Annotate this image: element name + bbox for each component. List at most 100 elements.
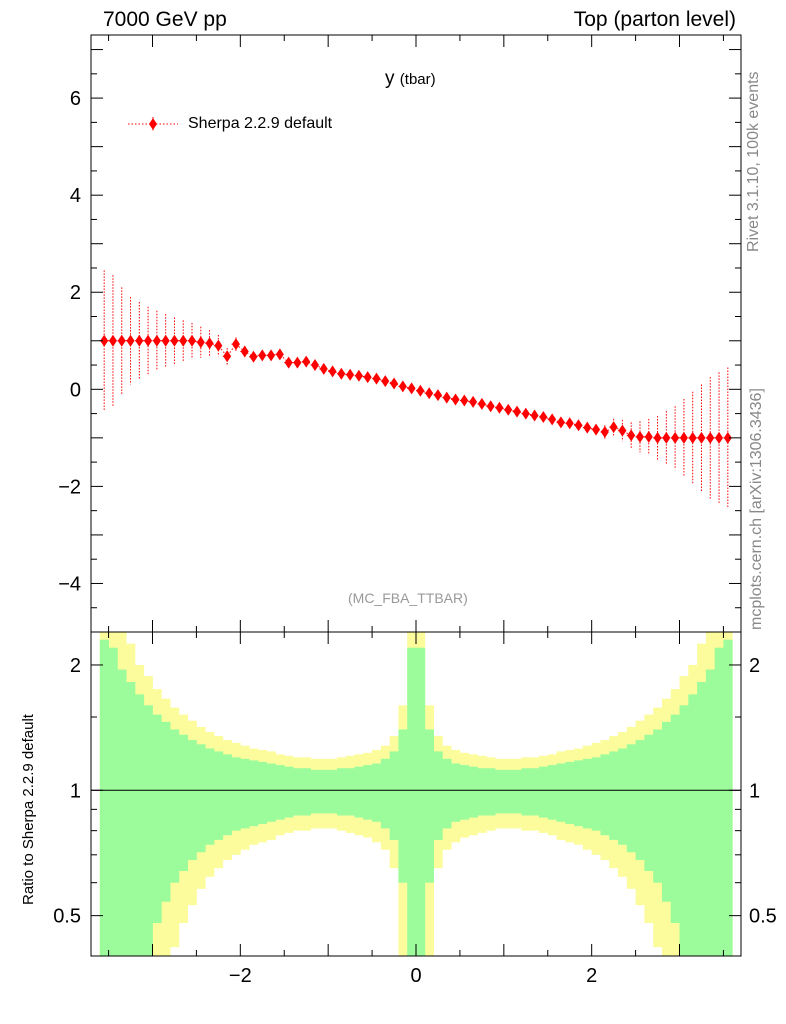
data-point [469, 395, 478, 408]
ratio-inner-band-bin [407, 647, 417, 956]
data-point [337, 367, 346, 380]
main-y-tick-label: 6 [70, 88, 81, 110]
x-tick-label: −2 [229, 965, 252, 987]
data-point [328, 365, 337, 378]
data-point [302, 355, 311, 368]
data-point [284, 356, 293, 369]
data-point [539, 410, 548, 423]
ratio-inner-band-bin [653, 729, 663, 883]
ratio-inner-band-bin [398, 729, 408, 883]
ratio-inner-band-bin [565, 761, 575, 825]
ratio-inner-band-bin [495, 769, 505, 814]
ratio-inner-band-bin [424, 729, 434, 883]
data-point [161, 334, 170, 347]
ratio-inner-band-bin [442, 758, 452, 829]
data-point [635, 430, 644, 443]
data-point [565, 417, 574, 430]
ratio-inner-band-bin [354, 766, 364, 818]
ratio-inner-band-bin [574, 760, 584, 827]
observable-title-sub: (tbar) [399, 71, 436, 88]
data-point [390, 377, 399, 390]
data-point [653, 431, 662, 444]
data-point [346, 368, 355, 381]
ratio-inner-band-bin [336, 768, 347, 816]
legend-label: Sherpa 2.2.9 default [188, 115, 333, 132]
x-tick-label: 0 [410, 965, 421, 987]
ratio-inner-band-bin [477, 768, 487, 816]
ratio-inner-band-bin [319, 769, 329, 814]
ratio-inner-band-bin [240, 758, 250, 829]
main-y-tick-label: −4 [58, 573, 81, 595]
data-point [126, 334, 135, 347]
data-point [258, 349, 267, 362]
data-point [275, 348, 284, 361]
ratio-inner-band-bin [697, 682, 707, 956]
data-point [214, 339, 223, 352]
data-point [231, 338, 240, 351]
ratio-axis-title: Ratio to Sherpa 2.2.9 default [20, 714, 37, 905]
ratio-y-tick-label-left: 1 [70, 780, 81, 802]
ratio-inner-band-bin [99, 639, 109, 956]
data-point [135, 334, 144, 347]
ratio-inner-band-bin [108, 647, 118, 956]
data-point [460, 394, 469, 407]
data-point [152, 334, 161, 347]
data-point [583, 421, 592, 434]
data-point [513, 405, 522, 418]
data-point [144, 334, 153, 347]
data-point [354, 369, 363, 382]
data-point [398, 380, 407, 393]
data-point [363, 371, 372, 384]
ratio-inner-band-bin [538, 766, 549, 818]
data-point [108, 334, 117, 347]
ratio-inner-band-bin [416, 647, 426, 956]
observable-title: y (tbar) [385, 68, 436, 90]
mcplots-reference-label: mcplots.cern.ch [arXiv:1306.3436] [748, 388, 765, 630]
ratio-y-tick-label-right: 1 [749, 780, 760, 802]
data-point [644, 430, 653, 443]
ratio-inner-band-bin [609, 751, 619, 840]
observable-title-main: y [385, 68, 395, 89]
data-point [100, 334, 109, 347]
series-line [104, 340, 728, 439]
data-point [188, 334, 197, 347]
analysis-label: (MC_FBA_TTBAR) [348, 590, 468, 606]
data-point [196, 336, 205, 349]
data-point [679, 431, 688, 444]
ratio-inner-band-bin [451, 763, 461, 822]
ratio-band-group [99, 632, 733, 956]
header-process-label: Top (parton level) [573, 8, 736, 31]
data-point [627, 429, 636, 442]
ratio-inner-band-bin [486, 768, 496, 816]
ratio-inner-band-bin [380, 758, 391, 829]
ratio-inner-band-bin [161, 721, 171, 902]
data-point [521, 407, 530, 420]
main-y-tick-label: 2 [70, 282, 81, 304]
ratio-inner-band-bin [547, 765, 557, 820]
main-y-tick-label: 4 [70, 185, 81, 207]
ratio-inner-band-bin [556, 763, 566, 822]
ratio-inner-band-bin [134, 694, 145, 956]
ratio-inner-band-bin [389, 751, 399, 840]
ratio-inner-band-bin [582, 758, 593, 829]
data-point [715, 431, 724, 444]
data-point [723, 431, 732, 444]
data-point [319, 362, 328, 375]
ratio-inner-band-bin [178, 734, 189, 872]
ratio-inner-band-bin [503, 769, 514, 814]
ratio-inner-band-bin [521, 768, 531, 816]
data-point [179, 334, 188, 347]
ratio-y-tick-label-left: 0.5 [53, 906, 81, 928]
ratio-inner-band-bin [459, 765, 470, 820]
header-energy-label: 7000 GeV pp [103, 8, 227, 31]
ratio-inner-band-bin [530, 768, 540, 816]
ratio-y-tick-label-right: 2 [749, 655, 760, 677]
data-point [548, 413, 557, 426]
data-point [600, 426, 609, 439]
ratio-inner-band-bin [635, 740, 645, 861]
data-point [477, 397, 486, 410]
data-point [451, 393, 460, 406]
data-point [117, 334, 126, 347]
data-point [407, 382, 416, 395]
